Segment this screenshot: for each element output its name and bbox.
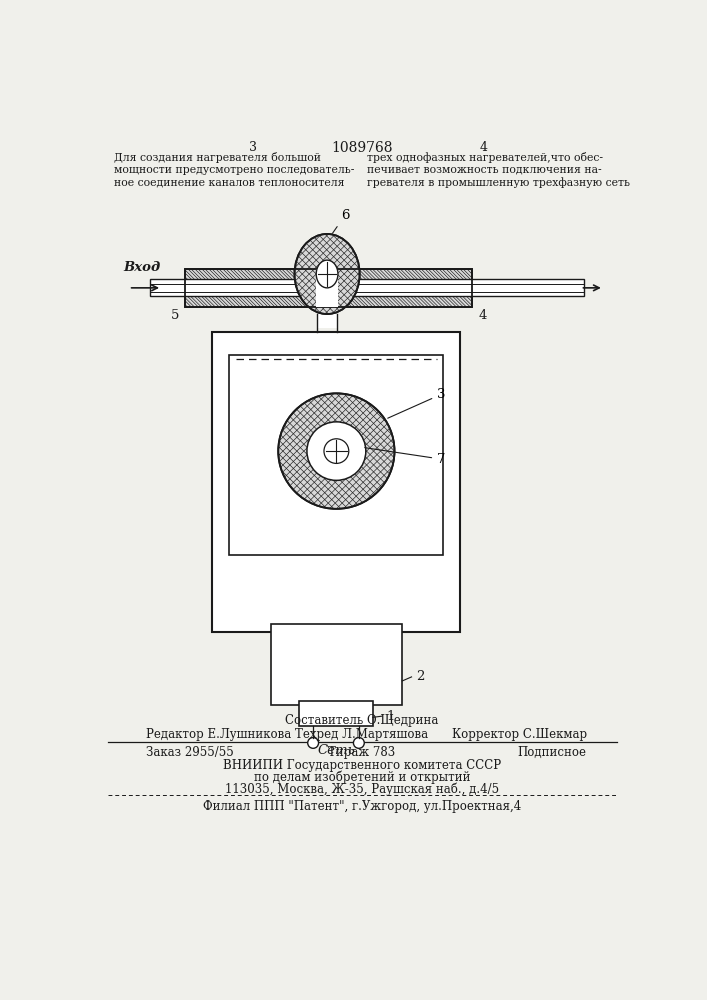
Ellipse shape [279, 393, 395, 509]
Bar [185, 269, 472, 307]
Text: Для создания нагревателя большой: Для создания нагревателя большой [114, 152, 321, 163]
Text: Сеть: Сеть [317, 744, 355, 757]
Bar [299, 701, 373, 726]
Bar [151, 279, 585, 296]
Text: Редактор Е.Лушникова: Редактор Е.Лушникова [146, 728, 292, 741]
Text: 1089768: 1089768 [331, 141, 392, 155]
Text: 1: 1 [387, 710, 395, 723]
Text: 2: 2 [416, 670, 425, 683]
Text: 3: 3 [250, 141, 257, 154]
Text: мощности предусмотрено последователь-: мощности предусмотрено последователь- [114, 165, 354, 175]
Bar [316, 269, 338, 307]
Bar [185, 269, 472, 307]
Text: Подписное: Подписное [518, 746, 587, 759]
Text: Вход: Вход [123, 261, 160, 274]
Ellipse shape [316, 260, 338, 288]
Ellipse shape [307, 422, 366, 480]
Text: Филиал ППП "Патент", г.Ужгород, ул.Проектная,4: Филиал ППП "Патент", г.Ужгород, ул.Проек… [203, 800, 521, 813]
Text: по делам изобретений и открытий: по делам изобретений и открытий [254, 771, 470, 784]
Text: 3: 3 [387, 388, 445, 418]
Bar [317, 314, 337, 328]
Circle shape [308, 738, 319, 748]
Text: 5: 5 [170, 309, 179, 322]
Text: Заказ 2955/55: Заказ 2955/55 [146, 746, 234, 759]
Circle shape [324, 439, 349, 463]
Text: 113035, Москва, Ж-35, Раушская наб., д.4/5: 113035, Москва, Ж-35, Раушская наб., д.4… [225, 782, 499, 796]
Text: Корректор С.Шекмар: Корректор С.Шекмар [452, 728, 587, 741]
Bar [212, 332, 460, 632]
Text: 4: 4 [478, 309, 486, 322]
Text: трех однофазных нагревателей,что обес-: трех однофазных нагревателей,что обес- [368, 152, 603, 163]
Ellipse shape [295, 234, 360, 314]
Text: ное соединение каналов теплоносителя: ное соединение каналов теплоносителя [114, 177, 344, 187]
Text: 7: 7 [365, 448, 445, 466]
Text: Тираж 783: Тираж 783 [328, 746, 396, 759]
Text: Техред Л.Мартяшова: Техред Л.Мартяшова [296, 728, 428, 741]
Text: печивает возможность подключения на-: печивает возможность подключения на- [368, 165, 602, 175]
Bar [230, 355, 443, 555]
Text: гревателя в промышленную трехфазную сеть: гревателя в промышленную трехфазную сеть [368, 177, 631, 188]
Text: ВНИИПИ Государственного комитета СССР: ВНИИПИ Государственного комитета СССР [223, 759, 501, 772]
Bar [271, 624, 402, 705]
Text: Составитель О.Щедрина: Составитель О.Щедрина [285, 714, 438, 727]
Circle shape [354, 738, 364, 748]
Text: 4: 4 [479, 141, 488, 154]
Text: 6: 6 [332, 209, 349, 233]
